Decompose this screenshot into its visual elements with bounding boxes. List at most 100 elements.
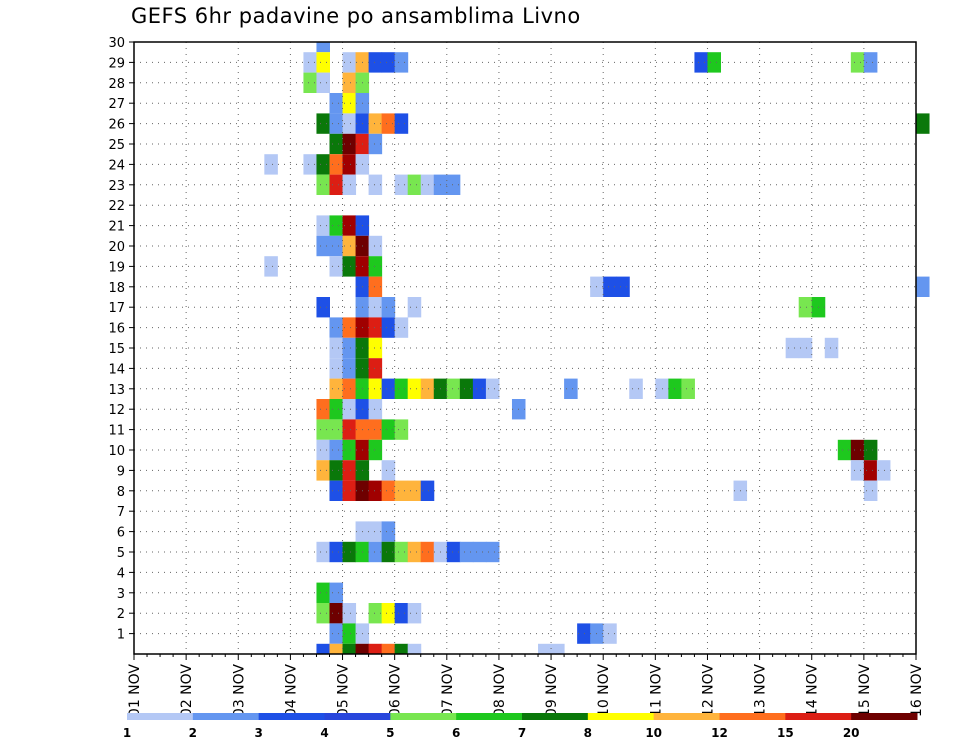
heat-cell bbox=[316, 439, 330, 461]
heat-cell bbox=[264, 256, 278, 277]
heat-cell bbox=[342, 317, 357, 338]
heat-cell bbox=[316, 643, 330, 654]
heat-cell bbox=[316, 460, 330, 481]
y-tick-label: 9 bbox=[117, 464, 125, 479]
legend-label: 6 bbox=[452, 726, 460, 740]
heat-cell bbox=[381, 541, 396, 563]
legend-swatch bbox=[127, 713, 194, 720]
heat-cell bbox=[329, 215, 344, 236]
heat-cell bbox=[342, 419, 357, 440]
y-tick-label: 8 bbox=[117, 485, 125, 500]
y-tick-label: 21 bbox=[108, 220, 125, 235]
y-tick-label: 26 bbox=[108, 118, 125, 133]
heat-cell bbox=[342, 378, 357, 399]
x-tick-label: 05 NOV bbox=[336, 664, 352, 718]
heat-cell bbox=[446, 174, 461, 195]
heat-cell bbox=[368, 358, 383, 379]
heat-cell bbox=[368, 643, 383, 654]
heat-cell bbox=[850, 460, 865, 481]
heat-cell bbox=[876, 460, 891, 481]
heat-cell bbox=[368, 256, 383, 277]
legend-swatch bbox=[785, 713, 852, 720]
x-tick-label: 08 NOV bbox=[492, 664, 508, 718]
heat-cell bbox=[850, 439, 865, 461]
y-tick-label: 6 bbox=[117, 526, 125, 541]
heat-cell bbox=[863, 439, 878, 461]
heat-cell bbox=[368, 399, 383, 420]
heat-cell bbox=[368, 439, 383, 461]
heat-cell bbox=[368, 317, 383, 338]
y-tick-label: 24 bbox=[108, 158, 125, 173]
heat-cell bbox=[316, 215, 330, 236]
heat-cell bbox=[551, 643, 565, 654]
x-tick-label: 13 NOV bbox=[753, 664, 769, 718]
x-tick-label: 12 NOV bbox=[700, 664, 716, 718]
heat-cell bbox=[394, 378, 409, 399]
heat-cell bbox=[303, 154, 317, 175]
heat-cell bbox=[394, 113, 409, 134]
heat-cell bbox=[368, 337, 383, 359]
heat-cell bbox=[381, 419, 396, 440]
y-tick-label: 5 bbox=[117, 546, 125, 561]
heat-cell bbox=[329, 154, 344, 175]
heat-cell bbox=[381, 52, 396, 73]
y-tick-label: 20 bbox=[108, 240, 125, 255]
heat-cell bbox=[472, 378, 487, 399]
x-tick-label: 02 NOV bbox=[179, 664, 195, 718]
heat-cell bbox=[342, 480, 357, 501]
x-tick-label: 07 NOV bbox=[440, 664, 456, 718]
x-tick-label: 15 NOV bbox=[857, 664, 873, 718]
heat-cell bbox=[446, 541, 461, 563]
heat-cell bbox=[368, 378, 383, 399]
y-tick-label: 3 bbox=[117, 587, 125, 602]
heat-cell bbox=[316, 174, 330, 195]
heat-cell bbox=[368, 174, 383, 195]
heat-cell bbox=[316, 603, 330, 624]
heat-cell bbox=[407, 378, 422, 399]
y-tick-label: 16 bbox=[108, 322, 125, 337]
heat-cell bbox=[316, 582, 330, 603]
heat-cell bbox=[342, 399, 357, 420]
heat-cell bbox=[485, 378, 500, 399]
heat-cell bbox=[407, 541, 422, 563]
heat-cell bbox=[603, 276, 617, 297]
heat-cell bbox=[329, 113, 344, 134]
legend-swatch bbox=[324, 713, 391, 720]
heat-cell bbox=[342, 133, 357, 155]
heat-cell bbox=[394, 643, 409, 654]
y-tick-label: 4 bbox=[117, 566, 125, 581]
heat-cell bbox=[420, 480, 435, 501]
heat-cell bbox=[407, 480, 422, 501]
heat-cell bbox=[316, 52, 330, 73]
x-tick-label: 14 NOV bbox=[805, 664, 821, 718]
legend-label: 5 bbox=[386, 726, 394, 740]
y-tick-label: 18 bbox=[108, 281, 125, 296]
heat-cell bbox=[863, 52, 878, 73]
heat-cell bbox=[342, 541, 357, 563]
legend-label: 3 bbox=[254, 726, 262, 740]
heat-cell bbox=[381, 113, 396, 134]
y-tick-label: 22 bbox=[108, 199, 125, 214]
heat-cell bbox=[368, 603, 383, 624]
y-tick-label: 15 bbox=[108, 342, 125, 357]
heat-cell bbox=[329, 603, 344, 624]
legend-label: 20 bbox=[843, 726, 860, 740]
legend-swatch bbox=[522, 713, 589, 720]
y-tick-label: 7 bbox=[117, 505, 125, 520]
x-tick-label: 11 NOV bbox=[648, 664, 664, 718]
heat-cell bbox=[316, 399, 330, 420]
heat-cell bbox=[368, 541, 383, 563]
heat-cell bbox=[342, 174, 357, 195]
heat-cell bbox=[329, 480, 344, 501]
heat-cell bbox=[707, 52, 721, 73]
heat-cell bbox=[916, 276, 930, 297]
heat-cell bbox=[342, 235, 357, 257]
legend-label: 12 bbox=[711, 726, 728, 740]
heat-cell bbox=[329, 317, 344, 338]
heat-cell bbox=[420, 378, 435, 399]
legend-swatch bbox=[258, 713, 325, 720]
heat-cell bbox=[342, 643, 357, 654]
heat-cell bbox=[694, 52, 708, 73]
legend-label: 15 bbox=[777, 726, 794, 740]
